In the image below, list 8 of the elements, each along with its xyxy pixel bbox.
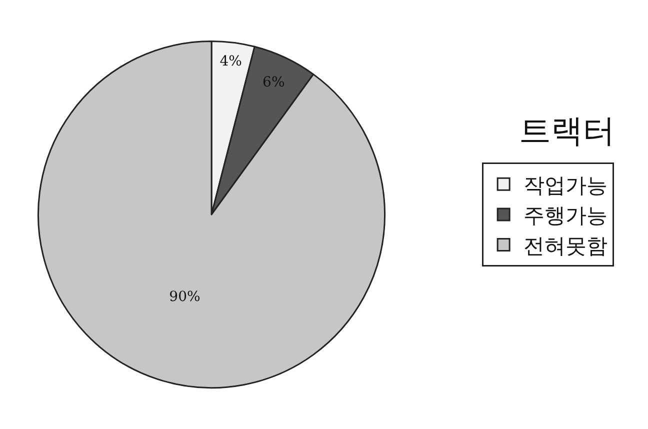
pie-slice xyxy=(38,40,386,388)
legend-label: 작업가능 xyxy=(524,173,608,198)
legend-label: 주행가능 xyxy=(524,204,608,228)
data-label: 90% xyxy=(169,288,200,305)
legend-label: 전혀못함 xyxy=(524,234,608,258)
data-label: 6% xyxy=(262,74,285,90)
text: 트랙터 xyxy=(519,112,615,150)
data-label: 4% xyxy=(220,54,242,70)
